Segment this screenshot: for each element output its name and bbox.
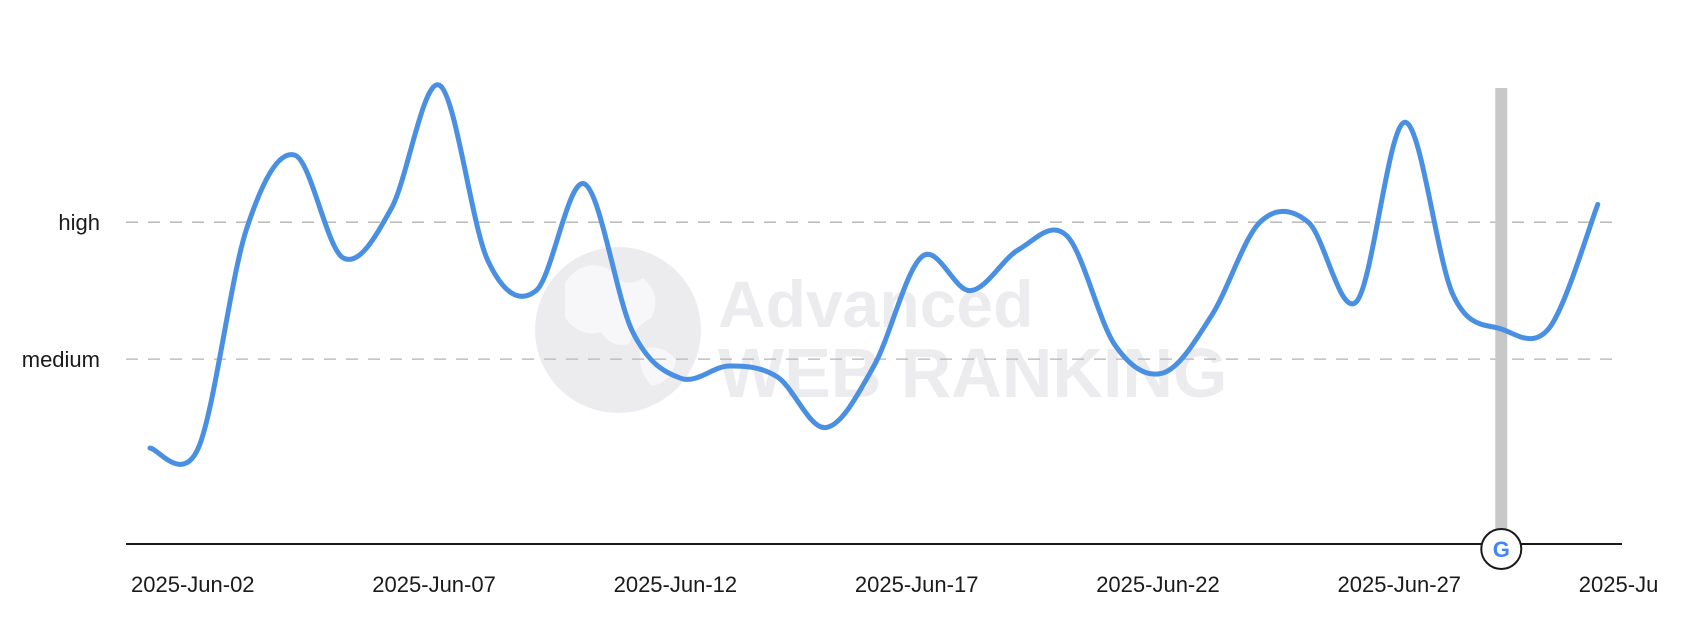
data-point[interactable] bbox=[1495, 323, 1507, 335]
globe-icon bbox=[535, 247, 701, 413]
data-point[interactable] bbox=[723, 360, 735, 372]
y-tick-label: high bbox=[58, 210, 100, 235]
watermark: Advanced WEB RANKING bbox=[535, 247, 1227, 413]
data-point[interactable] bbox=[1013, 244, 1025, 256]
data-point[interactable] bbox=[1302, 216, 1314, 228]
data-point[interactable] bbox=[627, 326, 639, 338]
x-axis-ticks: 2025-Jun-02 2025-Jun-07 2025-Jun-12 2025-Ju… bbox=[131, 572, 1658, 597]
data-point[interactable] bbox=[434, 79, 446, 91]
data-point[interactable] bbox=[1447, 289, 1459, 301]
google-update-marker[interactable]: G bbox=[1480, 528, 1523, 570]
data-point[interactable] bbox=[192, 442, 204, 454]
data-point[interactable] bbox=[1157, 367, 1169, 379]
data-point[interactable] bbox=[1206, 309, 1218, 321]
svg-text:G: G bbox=[1493, 537, 1510, 562]
data-point[interactable] bbox=[578, 178, 590, 190]
data-point[interactable] bbox=[289, 149, 301, 161]
data-point[interactable] bbox=[337, 252, 349, 264]
x-tick-label: 2025-Jun-22 bbox=[1096, 572, 1220, 597]
data-point[interactable] bbox=[241, 223, 253, 235]
y-axis-ticks: high medium bbox=[22, 210, 100, 372]
data-point[interactable] bbox=[916, 250, 928, 262]
google-g-icon[interactable]: G bbox=[1480, 528, 1523, 570]
x-tick-label: 2025-Jun-07 bbox=[372, 572, 496, 597]
data-point[interactable] bbox=[385, 203, 397, 215]
x-tick-label: 2025-Jun-17 bbox=[855, 572, 979, 597]
data-point[interactable] bbox=[771, 371, 783, 383]
watermark-line1: Advanced bbox=[718, 267, 1033, 341]
data-point[interactable] bbox=[675, 372, 687, 384]
x-tick-label: 2025-Jun-27 bbox=[1338, 572, 1462, 597]
data-point[interactable] bbox=[1254, 216, 1266, 228]
grid-lines bbox=[126, 221, 1622, 360]
data-point[interactable] bbox=[482, 255, 494, 267]
data-point[interactable] bbox=[1544, 322, 1556, 334]
data-point[interactable] bbox=[820, 422, 832, 434]
data-point[interactable] bbox=[530, 285, 542, 297]
y-tick-label: medium bbox=[22, 347, 100, 372]
data-point[interactable] bbox=[1592, 198, 1604, 210]
series-line-0 bbox=[147, 82, 1601, 467]
annotation-band bbox=[1495, 88, 1508, 544]
data-point[interactable] bbox=[1399, 116, 1411, 128]
x-tick-label: 2025-Jun-02 bbox=[131, 572, 255, 597]
x-tick-label: 2025-Jun-12 bbox=[614, 572, 738, 597]
series-layer bbox=[144, 79, 1604, 467]
data-point[interactable] bbox=[144, 442, 156, 454]
data-point[interactable] bbox=[1351, 296, 1363, 308]
data-point[interactable] bbox=[964, 285, 976, 297]
data-point[interactable] bbox=[868, 360, 880, 372]
x-tick-label: 2025-Ju bbox=[1579, 572, 1659, 597]
google-update-band bbox=[1495, 88, 1508, 544]
data-point[interactable] bbox=[1061, 230, 1073, 242]
data-point[interactable] bbox=[1109, 339, 1121, 351]
